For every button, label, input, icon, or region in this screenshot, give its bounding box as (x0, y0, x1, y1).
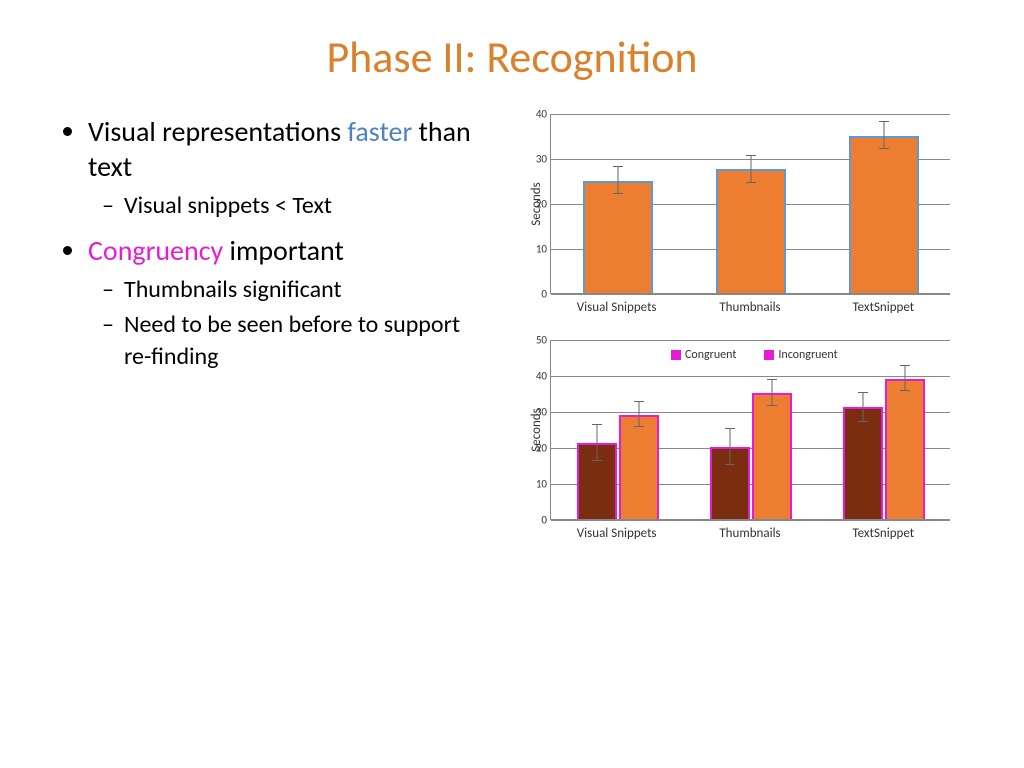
error-cap (900, 390, 910, 391)
error-cap (634, 426, 644, 427)
bullet-2-sub-2: Need to be seen before to support re-fin… (124, 309, 490, 371)
x-tick-label: Visual Snippets (550, 526, 683, 541)
error-cap (725, 464, 735, 465)
bar (843, 407, 883, 519)
y-tick-label: 0 (529, 288, 547, 301)
category-slot (817, 340, 950, 519)
error-bar (771, 380, 772, 405)
error-cap (725, 428, 735, 429)
category-slot (551, 340, 684, 519)
y-tick-label: 20 (529, 442, 547, 455)
error-cap (767, 379, 777, 380)
bullet-2-post: important (223, 233, 344, 268)
bars-row (551, 114, 950, 293)
error-cap (613, 166, 623, 167)
error-cap (879, 121, 889, 122)
y-tick-label: 10 (529, 478, 547, 491)
bullet-2-sub-1: Thumbnails significant (124, 274, 490, 305)
error-bar (596, 425, 597, 461)
bullet-2-accent: Congruency (88, 233, 223, 268)
chart-1: Seconds010203040 Visual SnippetsThumbnail… (550, 114, 950, 315)
error-bar (617, 167, 618, 194)
category-slot (551, 114, 684, 293)
error-bar (883, 122, 884, 149)
error-bar (750, 156, 751, 183)
bar (752, 393, 792, 519)
bar (619, 415, 659, 519)
bar (849, 136, 919, 294)
x-axis: Visual SnippetsThumbnailsTextSnippet (550, 300, 950, 315)
chart-plot-area: Seconds01020304050CongruentIncongruent (550, 340, 950, 520)
content-row: Visual representations faster than text … (60, 114, 964, 566)
x-axis: Visual SnippetsThumbnailsTextSnippet (550, 526, 950, 541)
bar (885, 379, 925, 519)
category-slot (684, 114, 817, 293)
y-tick-label: 30 (529, 406, 547, 419)
category-slot (817, 114, 950, 293)
y-tick-label: 20 (529, 198, 547, 211)
chart-2: Seconds01020304050CongruentIncongruent Vi… (550, 340, 950, 541)
bars-row (551, 340, 950, 519)
gridline (551, 520, 950, 521)
x-tick-label: Thumbnails (683, 526, 816, 541)
bullet-2: Congruency important Thumbnails signific… (88, 233, 490, 372)
y-tick-label: 50 (529, 334, 547, 347)
error-bar (904, 366, 905, 391)
error-cap (879, 148, 889, 149)
bar (583, 181, 653, 294)
y-tick-label: 40 (529, 370, 547, 383)
error-cap (592, 424, 602, 425)
error-cap (746, 155, 756, 156)
y-tick-label: 40 (529, 108, 547, 121)
error-bar (729, 429, 730, 465)
slide: Phase II: Recognition Visual representat… (0, 0, 1024, 768)
bar (716, 169, 786, 293)
charts-panel: Seconds010203040Visual SnippetsThumbnail… (510, 114, 964, 566)
bar (577, 443, 617, 519)
error-cap (592, 460, 602, 461)
bullet-1-pre: Visual representations (88, 114, 347, 149)
error-cap (858, 421, 868, 422)
category-slot (684, 340, 817, 519)
chart-plot-area: Seconds010203040 (550, 114, 950, 294)
bullet-1-accent: faster (347, 114, 412, 149)
error-cap (613, 193, 623, 194)
bar (710, 447, 750, 519)
error-cap (767, 405, 777, 406)
error-bar (638, 402, 639, 427)
x-tick-label: Thumbnails (683, 300, 816, 315)
bullet-1-sub-1: Visual snippets < Text (124, 190, 490, 221)
error-cap (858, 392, 868, 393)
slide-title: Phase II: Recognition (60, 30, 964, 84)
error-cap (900, 365, 910, 366)
x-tick-label: Visual Snippets (550, 300, 683, 315)
bullets-panel: Visual representations faster than text … (60, 114, 490, 566)
x-tick-label: TextSnippet (817, 300, 950, 315)
x-tick-label: TextSnippet (817, 526, 950, 541)
error-cap (634, 401, 644, 402)
bullet-1: Visual representations faster than text … (88, 114, 490, 221)
gridline (551, 294, 950, 295)
error-cap (746, 182, 756, 183)
error-bar (862, 393, 863, 422)
y-tick-label: 0 (529, 514, 547, 527)
y-tick-label: 10 (529, 243, 547, 256)
y-tick-label: 30 (529, 153, 547, 166)
